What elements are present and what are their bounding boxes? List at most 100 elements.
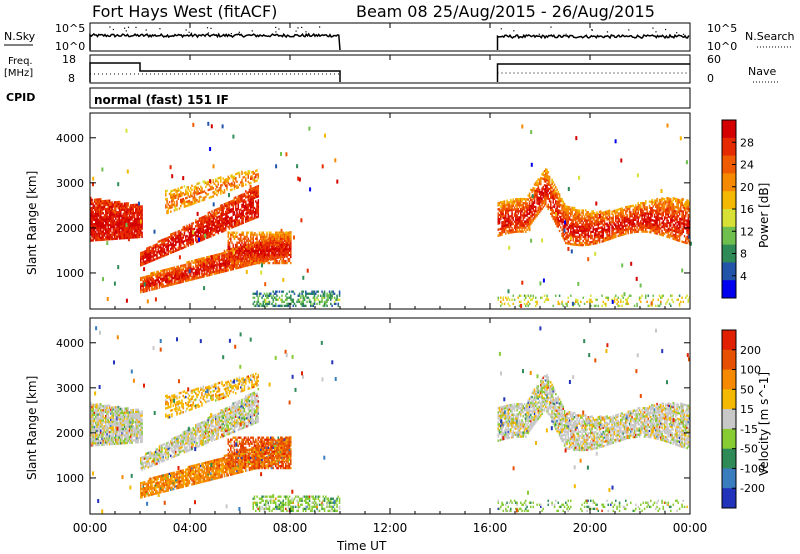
- heatmap-cell: [197, 228, 200, 231]
- heatmap-cell: [108, 211, 111, 215]
- heatmap-cell: [281, 304, 283, 308]
- heatmap-cell: [520, 218, 522, 221]
- heatmap-cell: [571, 208, 573, 211]
- heatmap-cell: [117, 207, 120, 210]
- heatmap-cell: [551, 192, 553, 196]
- heatmap-cell: [150, 251, 152, 255]
- heatmap-cell: [573, 213, 576, 216]
- heatmap-cell: [233, 231, 236, 234]
- heatmap-cell: [240, 263, 242, 267]
- heatmap-cell: [202, 269, 205, 272]
- heatmap-cell: [220, 206, 222, 210]
- heatmap-cell: [253, 206, 256, 210]
- heatmap-cell: [121, 218, 123, 222]
- heatmap-cell: [212, 266, 215, 270]
- heatmap-cell: [521, 228, 523, 231]
- heatmap-cell: [130, 218, 132, 221]
- heatmap-cell: [565, 223, 567, 226]
- heatmap-cell: [106, 201, 108, 205]
- heatmap-cell: [503, 218, 506, 221]
- heatmap-cell: [520, 200, 522, 203]
- heatmap-cell: [98, 214, 101, 217]
- heatmap-cell: [130, 206, 132, 209]
- heatmap-cell: [196, 270, 198, 274]
- heatmap-cell: [336, 294, 338, 297]
- heatmap-cell: [538, 202, 541, 206]
- heatmap-cell: [262, 249, 265, 253]
- heatmap-cell: [230, 259, 232, 263]
- heatmap-cell: [265, 249, 267, 252]
- heatmap-cell: [267, 245, 270, 249]
- heatmap-cell: [92, 214, 95, 218]
- heatmap-cell: [232, 231, 235, 234]
- heatmap-cell: [573, 223, 576, 226]
- heatmap-cell: [242, 249, 245, 252]
- heatmap-cell: [557, 225, 560, 228]
- heatmap-cell: [253, 300, 256, 304]
- heatmap-cell: [167, 242, 170, 245]
- heatmap-cell: [270, 249, 272, 253]
- heatmap-cell: [573, 241, 576, 244]
- heatmap-cell: [522, 204, 525, 207]
- heatmap-cell: [251, 255, 253, 258]
- heatmap-cell: [91, 219, 93, 222]
- heatmap-cell: [550, 206, 552, 209]
- heatmap-cell: [567, 226, 570, 229]
- heatmap-cell: [246, 262, 248, 265]
- heatmap-cell: [147, 275, 150, 278]
- heatmap-cell: [238, 223, 241, 226]
- heatmap-cell: [531, 199, 533, 202]
- heatmap-cell: [115, 209, 117, 212]
- heatmap-cell: [266, 245, 268, 249]
- heatmap-cell: [166, 237, 168, 240]
- heatmap-cell: [157, 280, 160, 284]
- heatmap-cell: [93, 222, 96, 226]
- heatmap-cell: [501, 225, 503, 228]
- heatmap-cell: [268, 235, 271, 238]
- heatmap-cell: [175, 188, 177, 191]
- heatmap-cell: [280, 241, 282, 244]
- heatmap-cell: [182, 236, 185, 239]
- heatmap-cell: [98, 208, 101, 211]
- heatmap-cell: [225, 259, 227, 262]
- heatmap-cell: [582, 223, 585, 226]
- heatmap-cell: [233, 225, 236, 228]
- heatmap-cell: [277, 231, 280, 234]
- heatmap-cell: [220, 269, 222, 272]
- heatmap-cell: [140, 225, 142, 228]
- heatmap-cell: [172, 270, 175, 274]
- heatmap-cell: [527, 204, 530, 207]
- heatmap-cell: [588, 219, 591, 222]
- heatmap-cell: [140, 291, 142, 294]
- heatmap-cell: [151, 276, 153, 279]
- heatmap-cell: [601, 230, 603, 233]
- heatmap-cell: [558, 193, 561, 196]
- heatmap-cell: [202, 265, 205, 268]
- heatmap-cell: [257, 247, 260, 251]
- heatmap-cell: [150, 274, 152, 277]
- heatmap-cell: [121, 202, 123, 206]
- heatmap-cell: [557, 197, 560, 200]
- heatmap-cell: [551, 207, 553, 210]
- heatmap-cell: [241, 195, 243, 199]
- heatmap-cell: [206, 260, 208, 263]
- heatmap-cell: [238, 264, 241, 267]
- heatmap-cell: [168, 204, 171, 208]
- heatmap-cell: [203, 237, 206, 241]
- heatmap-cell: [522, 216, 525, 219]
- heatmap-cell: [576, 231, 578, 234]
- heatmap-cell: [115, 223, 117, 226]
- heatmap-cell: [256, 292, 258, 295]
- heatmap-cell: [130, 230, 132, 233]
- heatmap-cell: [151, 247, 153, 250]
- heatmap-cell: [308, 298, 311, 301]
- heatmap-cell: [116, 203, 118, 206]
- heatmap-cell: [253, 190, 256, 194]
- heatmap-cell: [207, 270, 210, 273]
- heatmap-cell: [206, 230, 208, 233]
- heatmap-cell: [245, 202, 247, 205]
- heatmap-cell: [97, 206, 100, 209]
- heatmap-cell: [562, 216, 565, 220]
- heatmap-cell: [118, 235, 121, 238]
- heatmap-cell: [250, 196, 252, 199]
